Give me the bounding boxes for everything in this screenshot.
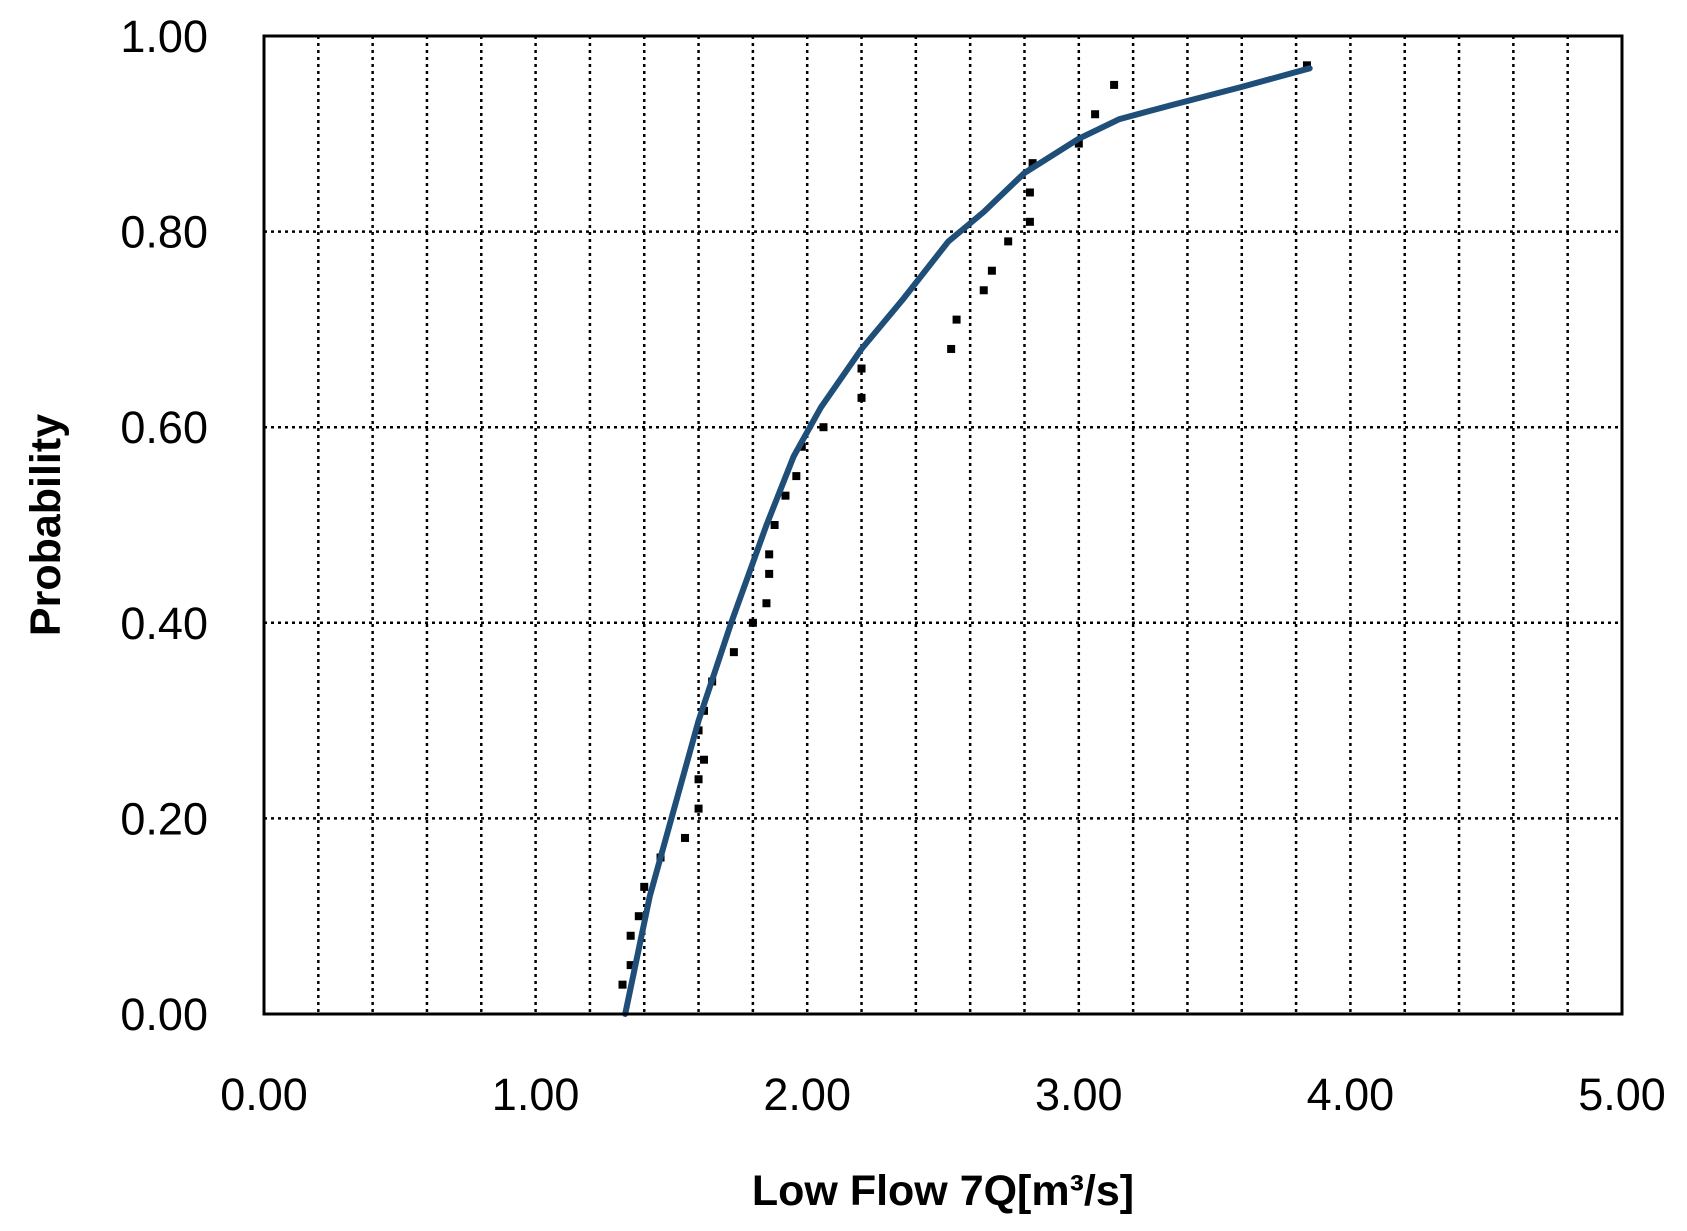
data-point	[694, 804, 703, 813]
x-tick-label: 4.00	[1307, 1069, 1395, 1120]
data-point	[952, 315, 961, 324]
data-point	[987, 266, 996, 275]
data-point	[765, 569, 774, 578]
y-tick-label: 1.00	[120, 11, 208, 62]
x-tick-label: 5.00	[1578, 1069, 1666, 1120]
series-layer	[618, 61, 1313, 1017]
x-tick-label: 3.00	[1035, 1069, 1123, 1120]
y-tick-label: 0.80	[120, 207, 208, 258]
data-point	[857, 393, 866, 402]
y-tick-label: 0.00	[120, 989, 208, 1040]
data-point	[1004, 237, 1013, 246]
data-point	[626, 961, 635, 970]
data-point	[979, 286, 988, 295]
data-point	[680, 833, 689, 842]
data-point	[1025, 188, 1034, 197]
x-tick-label: 1.00	[492, 1069, 580, 1120]
tick-labels: 0.00 1.00 2.00 3.00 4.00 5.00 0.00 0.20 0.40 0.60…	[120, 11, 1665, 1120]
y-tick-label: 0.20	[120, 793, 208, 844]
data-point	[819, 423, 828, 432]
data-point	[694, 775, 703, 784]
data-point	[729, 648, 738, 657]
data-point	[634, 912, 643, 921]
data-point	[1302, 61, 1311, 70]
x-axis-title: Low Flow 7Q[m³/s]	[752, 1167, 1134, 1215]
data-point	[947, 344, 956, 353]
plot-area-border	[262, 34, 1624, 1016]
data-point	[748, 618, 757, 627]
data-point	[699, 755, 708, 764]
data-point	[618, 980, 627, 989]
fitted-curve	[622, 65, 1313, 1017]
data-point	[770, 521, 779, 529]
data-point	[1091, 110, 1100, 119]
y-tick-label: 0.40	[120, 598, 208, 649]
data-point	[1074, 139, 1083, 148]
y-tick-label: 0.60	[120, 402, 208, 453]
data-point	[857, 364, 866, 373]
data-point	[640, 882, 649, 891]
data-point	[792, 472, 801, 481]
data-point	[1025, 217, 1034, 226]
x-tick-label: 2.00	[763, 1069, 851, 1120]
data-point	[1028, 159, 1037, 168]
y-axis-title: Probability	[22, 414, 70, 636]
gridlines	[264, 36, 1622, 1014]
data-point	[765, 550, 774, 559]
data-point	[781, 491, 790, 500]
x-tick-label: 0.00	[220, 1069, 308, 1120]
data-point	[762, 599, 771, 608]
data-point	[626, 931, 635, 940]
data-point	[1110, 80, 1119, 89]
